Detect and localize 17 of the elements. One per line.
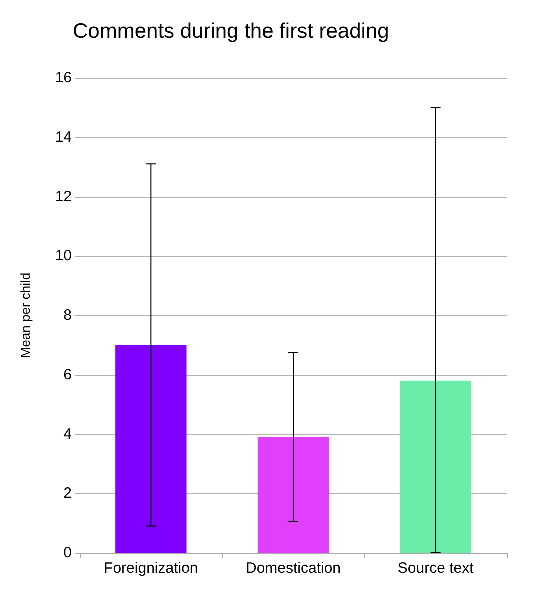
x-tick-label: Foreignization (104, 560, 198, 577)
bar (116, 345, 187, 553)
bar (400, 380, 472, 553)
y-tick-label: 4 (64, 426, 72, 443)
chart-title: Comments during the first reading (73, 20, 390, 43)
x-tick-label: Domestication (246, 560, 342, 577)
y-tick-label: 10 (55, 248, 72, 265)
y-axis-title: Mean per child (18, 272, 33, 358)
y-tick-label: 16 (55, 70, 72, 86)
bar (258, 437, 330, 553)
y-tick-label: 12 (55, 188, 72, 206)
y-tick-label: 6 (64, 366, 72, 384)
y-tick-label: 0 (64, 544, 72, 562)
y-tick-label: 14 (55, 128, 72, 146)
x-tick-label: Source text (398, 560, 475, 577)
y-tick-label: 2 (64, 485, 72, 502)
y-tick-label: 8 (64, 307, 72, 324)
